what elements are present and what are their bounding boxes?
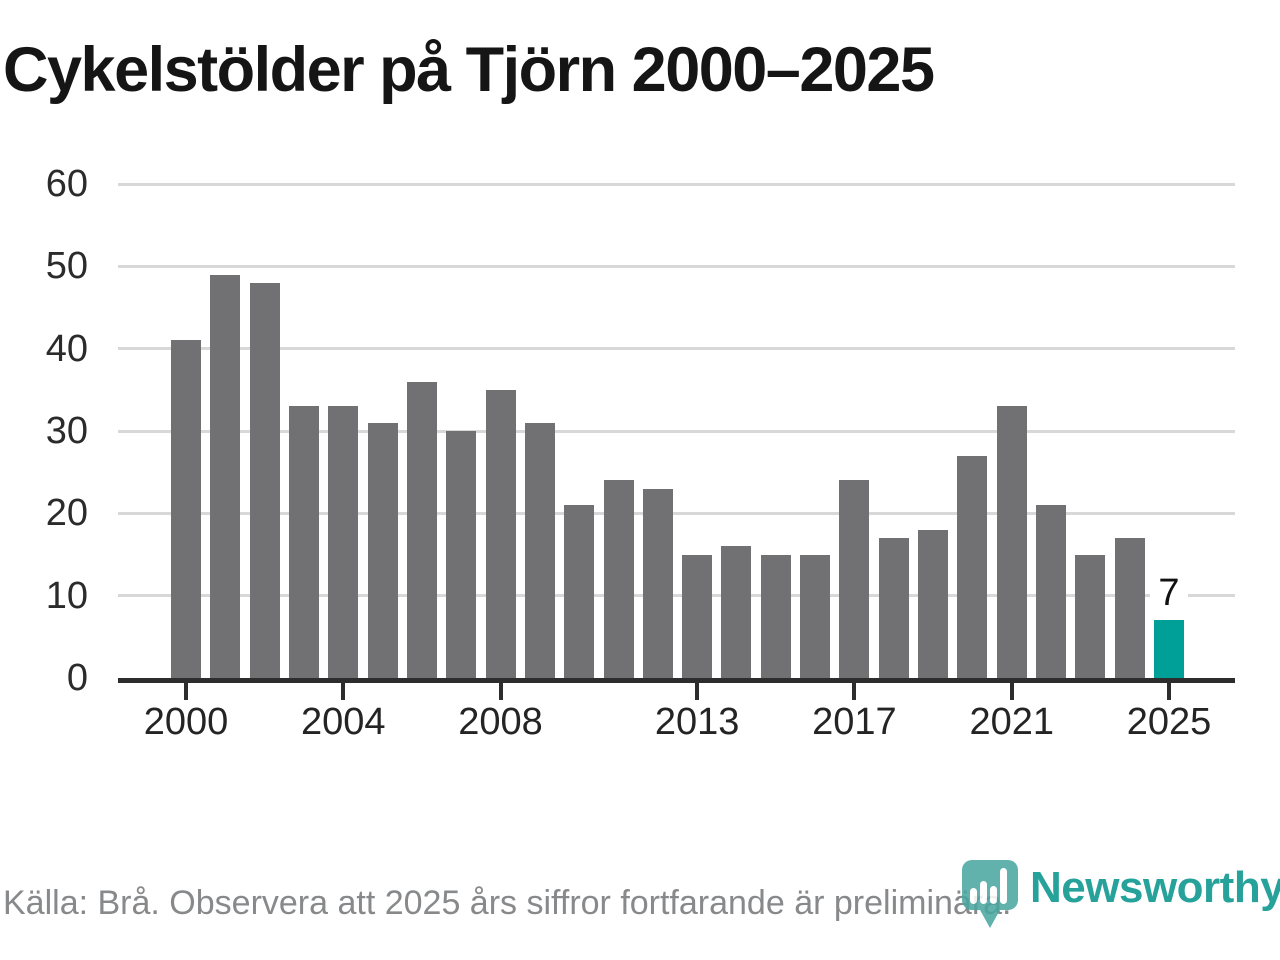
- bar-2024: [1114, 538, 1145, 678]
- bar-2015: [760, 554, 791, 678]
- bar-2007: [446, 431, 477, 678]
- bar-2010: [564, 505, 595, 678]
- bar-chart-plot: 2000 2004 2008 2013 2017 2021 2025 7: [118, 182, 1235, 743]
- x-axis-tick-2017: [852, 683, 857, 700]
- y-axis-label-40: 40: [45, 327, 88, 370]
- bar-2023: [1075, 554, 1106, 678]
- gridline-40: [118, 347, 1235, 351]
- bar-2020: [957, 455, 988, 678]
- y-axis-label-50: 50: [45, 245, 88, 288]
- gridline-10: [118, 594, 1235, 598]
- x-axis-label-2017: 2017: [812, 701, 897, 743]
- bar-2000: [171, 340, 201, 678]
- bar-2019: [918, 529, 949, 678]
- bar-2018: [878, 538, 909, 678]
- chart-title: Cykelstölder på Tjörn 2000–2025: [3, 35, 935, 105]
- x-axis-label-2013: 2013: [654, 701, 740, 743]
- bar-2001: [210, 274, 241, 678]
- y-axis-label-20: 20: [45, 492, 88, 535]
- x-axis-tick-2021: [1009, 683, 1014, 700]
- bar-2003: [288, 406, 319, 678]
- gridline-20: [118, 511, 1235, 515]
- y-axis-label-10: 10: [45, 574, 88, 617]
- x-axis-tick-2000: [184, 683, 188, 700]
- source-note: Källa: Brå. Observera att 2025 års siffr…: [3, 884, 1012, 922]
- x-axis-tick-2013: [695, 683, 700, 700]
- bar-2017: [839, 480, 870, 678]
- x-axis-tick-2004: [341, 683, 346, 700]
- bar-2008: [485, 389, 516, 678]
- bar-2022: [1036, 505, 1067, 678]
- newsworthy-wordmark: Newsworthy: [1030, 863, 1280, 912]
- gridline-50: [118, 264, 1235, 268]
- x-axis-label-2025: 2025: [1126, 701, 1212, 743]
- bar-2014: [721, 546, 752, 678]
- bar-2006: [406, 381, 437, 678]
- x-axis-label-2008: 2008: [458, 701, 543, 743]
- x-axis-label-2021: 2021: [969, 701, 1054, 743]
- bar-2002: [249, 282, 280, 678]
- bar-2009: [524, 422, 555, 678]
- bar-2004: [328, 406, 359, 678]
- newsworthy-bar-chart-pin-icon: [962, 860, 1018, 928]
- x-axis-tick-2025: [1167, 683, 1171, 700]
- bar-2021: [996, 406, 1027, 678]
- bar-2011: [603, 480, 634, 678]
- x-axis-tick-2008: [498, 683, 503, 700]
- x-axis-line: [118, 678, 1235, 683]
- bar-2012: [642, 488, 673, 678]
- bar-2016: [800, 554, 831, 678]
- bar-2013: [682, 554, 713, 678]
- y-axis-label-0: 0: [66, 657, 88, 699]
- gridline-60: [118, 182, 1235, 186]
- highlight-value-label: 7: [1124, 572, 1214, 615]
- newsworthy-logo: Newsworthy: [960, 858, 1280, 930]
- y-axis-label-60: 60: [45, 163, 88, 205]
- x-axis-label-2000: 2000: [143, 701, 229, 743]
- x-axis-label-2004: 2004: [300, 701, 386, 743]
- bar-2005: [367, 422, 398, 678]
- y-axis-label-30: 30: [45, 410, 88, 452]
- bar-2025-highlighted: [1154, 620, 1184, 678]
- gridline-30: [118, 429, 1235, 433]
